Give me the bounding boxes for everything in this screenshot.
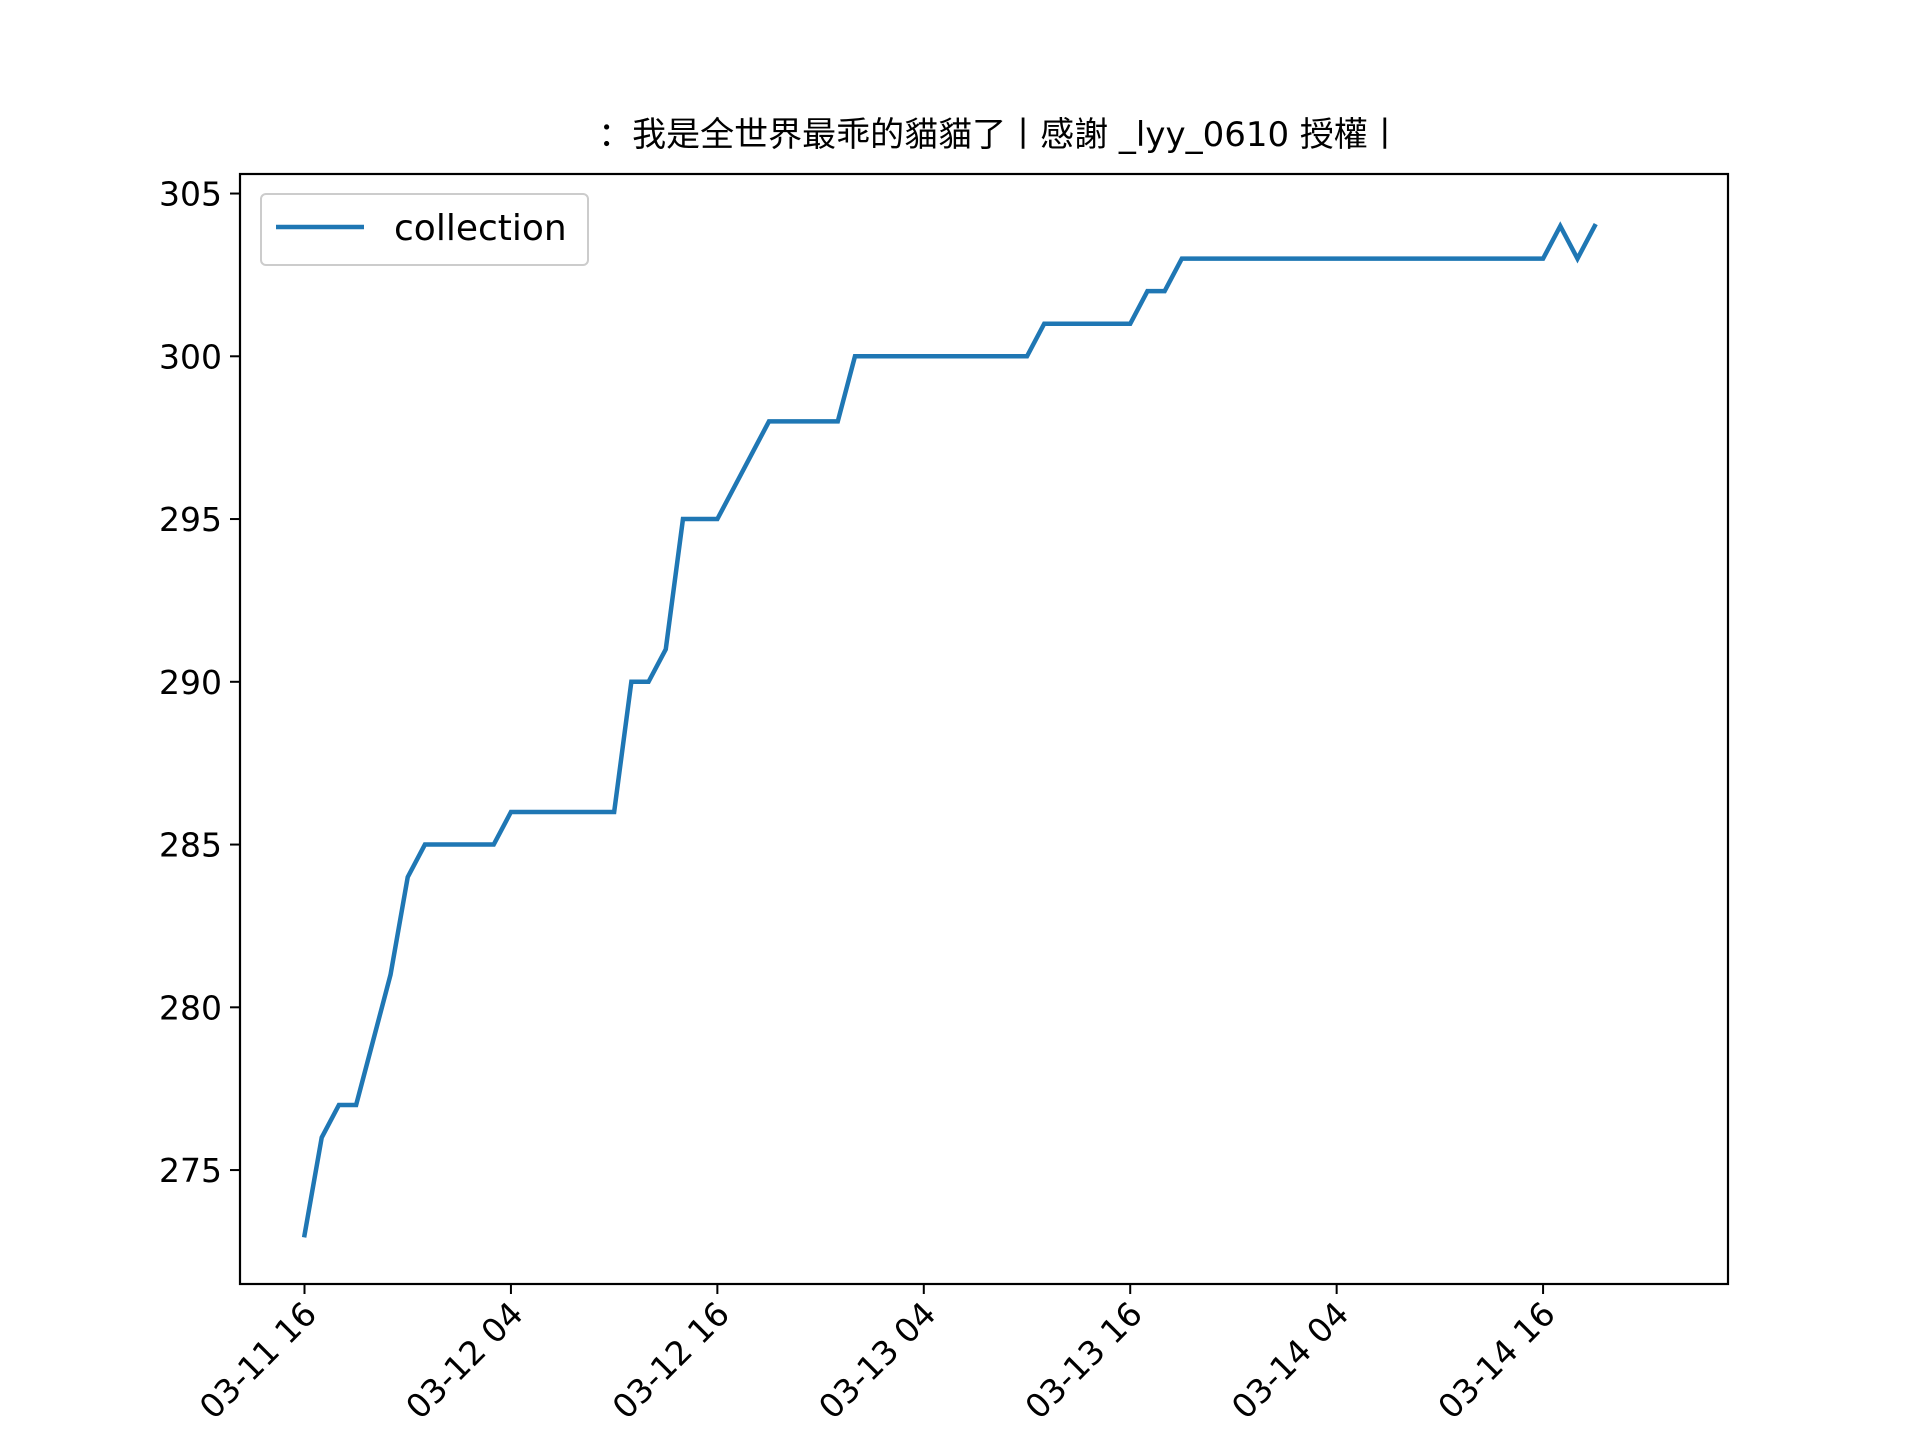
data-point — [1042, 322, 1046, 326]
y-tick-label: 285 — [159, 826, 222, 865]
series-group — [301, 221, 1598, 1238]
data-point — [767, 419, 771, 423]
data-point — [1094, 322, 1098, 326]
data-point — [371, 1038, 375, 1042]
data-point — [578, 810, 582, 814]
data-point — [956, 354, 960, 358]
data-point — [1231, 256, 1235, 260]
data-point — [1180, 256, 1184, 260]
data-point — [1300, 256, 1304, 260]
data-point — [1489, 256, 1493, 260]
y-tick-label: 275 — [159, 1151, 222, 1190]
data-point — [870, 354, 874, 358]
data-point — [1059, 322, 1063, 326]
data-point — [440, 842, 444, 846]
data-point — [1369, 256, 1373, 260]
data-point — [715, 517, 719, 521]
data-point — [887, 354, 891, 358]
y-tick-label: 295 — [159, 500, 222, 539]
data-point — [1111, 322, 1115, 326]
data-point — [1352, 256, 1356, 260]
data-point — [1558, 224, 1562, 228]
data-point — [1334, 256, 1338, 260]
data-point — [1076, 322, 1080, 326]
data-point — [681, 517, 685, 521]
data-point — [1248, 256, 1252, 260]
data-point — [1197, 256, 1201, 260]
y-axis: 275 280 285 290 295 300 305 — [159, 175, 240, 1190]
data-point — [853, 354, 857, 358]
data-point — [1455, 256, 1459, 260]
data-point — [1283, 256, 1287, 260]
data-point — [388, 973, 392, 977]
data-point — [492, 842, 496, 846]
data-point — [1403, 256, 1407, 260]
data-point — [1592, 224, 1596, 228]
data-point — [543, 810, 547, 814]
data-point — [509, 810, 513, 814]
data-point — [1524, 256, 1528, 260]
data-point — [629, 680, 633, 684]
data-point — [612, 810, 616, 814]
axes-frame — [238, 172, 1730, 1286]
data-point — [836, 419, 840, 423]
data-point — [801, 419, 805, 423]
data-point — [990, 354, 994, 358]
data-point — [732, 484, 736, 488]
data-point — [337, 1103, 341, 1107]
data-point — [320, 1135, 324, 1139]
plot-area — [240, 174, 1728, 1284]
data-point — [406, 875, 410, 879]
data-point — [1506, 256, 1510, 260]
data-point — [1541, 256, 1545, 260]
data-point — [818, 419, 822, 423]
chart-title: ：我是全世界最乖的貓貓了丨感謝 _lyy_0610 授權丨 — [598, 115, 1402, 155]
data-point — [922, 354, 926, 358]
y-tick-label: 305 — [159, 175, 222, 214]
data-point — [1025, 354, 1029, 358]
data-point — [750, 452, 754, 456]
data-point — [1317, 256, 1321, 260]
data-point — [302, 1233, 306, 1237]
data-point — [1575, 256, 1579, 260]
data-point — [973, 354, 977, 358]
data-point — [474, 842, 478, 846]
data-point — [1266, 256, 1270, 260]
data-point — [1472, 256, 1476, 260]
data-point — [1162, 289, 1166, 293]
y-tick-label: 290 — [159, 663, 222, 702]
data-point — [784, 419, 788, 423]
legend-box — [260, 193, 589, 266]
data-point — [423, 842, 427, 846]
legend-label-collection: collection — [394, 208, 567, 249]
data-point — [1438, 256, 1442, 260]
data-point — [526, 810, 530, 814]
series-line-collection — [301, 221, 1598, 1238]
data-point — [698, 517, 702, 521]
data-point — [664, 647, 668, 651]
y-tick-label: 300 — [159, 337, 222, 376]
data-point — [1420, 256, 1424, 260]
data-point — [904, 354, 908, 358]
data-point — [939, 354, 943, 358]
data-point — [1145, 289, 1149, 293]
data-point — [354, 1103, 358, 1107]
data-point — [595, 810, 599, 814]
data-point — [457, 842, 461, 846]
data-point — [1214, 256, 1218, 260]
data-point — [1128, 322, 1132, 326]
data-point — [1386, 256, 1390, 260]
data-point — [1008, 354, 1012, 358]
data-point — [646, 680, 650, 684]
data-point — [560, 810, 564, 814]
y-tick-label: 280 — [159, 988, 222, 1027]
legend: collection — [260, 193, 589, 266]
